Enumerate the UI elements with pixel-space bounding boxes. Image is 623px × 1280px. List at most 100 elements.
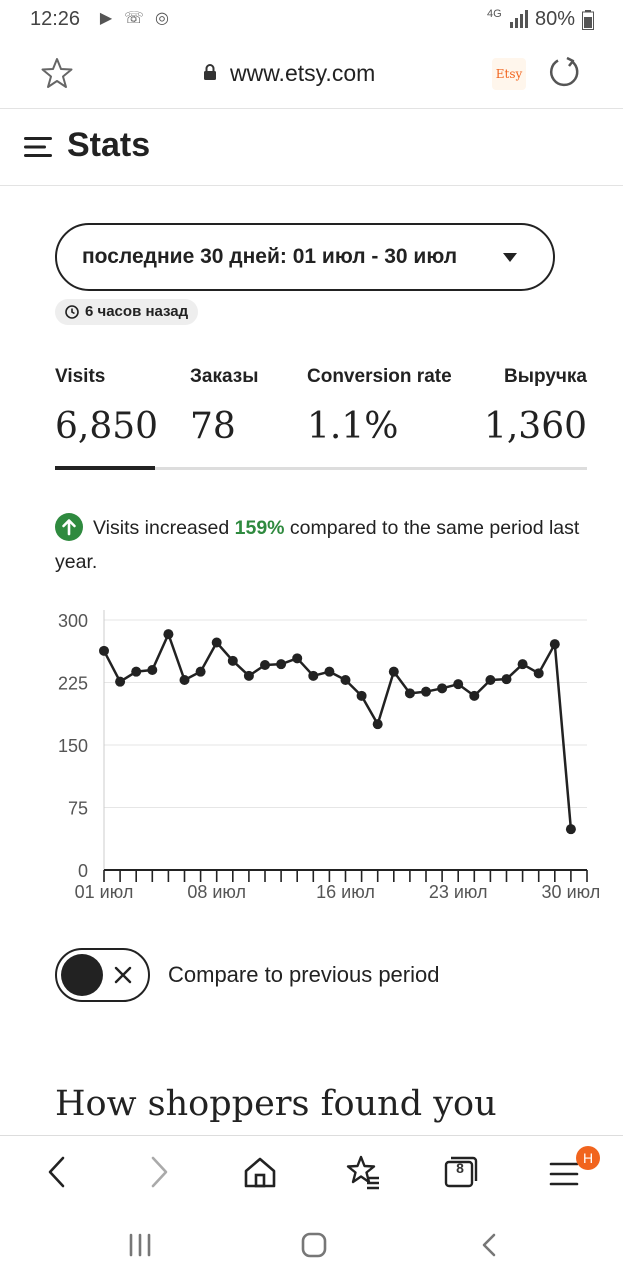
data-point <box>163 629 174 640</box>
clock-icon <box>65 305 79 319</box>
back-system-icon[interactable] <box>478 1232 500 1258</box>
data-point <box>388 666 399 677</box>
data-point <box>147 665 158 675</box>
home-button[interactable] <box>220 1136 300 1211</box>
x-tick-label: 30 июл <box>542 882 601 902</box>
browser-bottom-nav: 8 H <box>0 1135 623 1211</box>
data-point <box>453 679 464 690</box>
compare-label: Compare to previous period <box>168 962 440 987</box>
data-point <box>565 824 576 835</box>
insight-prefix: Visits increased <box>93 517 235 539</box>
tab-revenue-value[interactable]: 1,360 <box>483 406 587 447</box>
data-point <box>195 666 206 677</box>
tab-orders-label[interactable]: Заказы <box>190 366 259 387</box>
x-tick-label: 01 июл <box>75 882 134 902</box>
tabs-track <box>55 467 587 470</box>
reload-icon[interactable] <box>546 55 582 91</box>
notification-icon: ◎ <box>155 10 169 27</box>
data-point <box>501 674 512 685</box>
lock-icon <box>204 64 216 80</box>
insight-percent: 159% <box>234 517 285 539</box>
data-point <box>276 659 287 670</box>
x-tick-label: 08 июл <box>187 882 246 902</box>
data-point <box>340 675 351 685</box>
network-type: 4G <box>487 8 502 20</box>
status-time: 12:26 <box>30 8 81 30</box>
tab-conversion-value[interactable]: 1.1% <box>307 406 399 447</box>
data-point <box>549 639 560 650</box>
back-button[interactable] <box>18 1136 98 1211</box>
data-point <box>211 637 222 648</box>
tabs-count: 8 <box>456 1160 464 1176</box>
data-point <box>243 670 254 681</box>
data-point <box>99 645 109 656</box>
date-range-select[interactable]: последние 30 дней: 01 июл - 30 июл <box>55 223 555 291</box>
bookmarks-button[interactable] <box>323 1136 403 1211</box>
data-point <box>356 690 367 701</box>
battery-level: 80% <box>535 8 576 30</box>
compare-toggle[interactable] <box>55 948 150 1002</box>
tabs-button[interactable]: 8 <box>420 1136 500 1211</box>
data-point <box>404 688 415 699</box>
data-point <box>372 719 383 730</box>
data-point <box>179 675 190 685</box>
series-line <box>102 632 573 830</box>
data-point <box>131 666 142 677</box>
tab-visits-label[interactable]: Visits <box>55 366 106 387</box>
toggle-knob <box>61 954 103 996</box>
data-point <box>421 686 431 697</box>
data-point <box>115 676 126 687</box>
browser-menu-button[interactable]: H <box>524 1136 604 1211</box>
last-updated-badge: 6 часов назад <box>55 299 199 325</box>
y-tick-label: 225 <box>58 674 88 694</box>
data-point <box>227 655 238 666</box>
status-bar: 12:26 ▶ ☏ ◎ 4G 80% <box>0 0 623 40</box>
battery-icon <box>582 10 594 30</box>
tab-revenue-label[interactable]: Выручка <box>504 366 587 387</box>
system-nav-bar <box>0 1210 623 1280</box>
section-heading: How shoppers found you <box>55 1084 497 1124</box>
signal-icon <box>510 10 528 28</box>
menu-badge: H <box>576 1146 600 1170</box>
data-point <box>437 683 448 694</box>
tabs-icon <box>444 1156 478 1188</box>
y-tick-label: 150 <box>58 736 88 756</box>
data-point <box>324 666 335 677</box>
browser-address-bar: www.etsy.com Etsy <box>0 40 623 109</box>
play-store-icon: ▶ <box>99 10 113 27</box>
recent-apps-icon[interactable] <box>127 1233 153 1257</box>
data-point <box>517 659 528 670</box>
visits-insight: Visits increased 159% compared to the sa… <box>55 511 595 579</box>
chevron-right-icon <box>151 1156 168 1188</box>
viber-icon: ☏ <box>124 10 145 27</box>
page-header: Stats <box>0 108 623 186</box>
close-icon <box>114 966 132 984</box>
home-icon <box>244 1157 276 1188</box>
menu-icon <box>549 1162 579 1186</box>
etsy-favicon[interactable]: Etsy <box>492 58 526 90</box>
bookmarks-star-icon <box>346 1155 379 1190</box>
tab-visits-value[interactable]: 6,850 <box>55 406 159 447</box>
y-tick-label: 75 <box>68 799 88 819</box>
tab-orders-value[interactable]: 78 <box>190 406 236 447</box>
data-point <box>533 668 544 679</box>
y-tick-label: 300 <box>58 611 88 631</box>
url-text[interactable]: www.etsy.com <box>230 60 376 86</box>
date-range-label: последние 30 дней: 01 июл - 30 июл <box>82 245 458 268</box>
data-point <box>469 690 480 701</box>
data-point <box>260 660 270 670</box>
bookmark-star-icon[interactable] <box>40 56 74 90</box>
x-tick-label: 23 июл <box>429 882 488 902</box>
forward-button[interactable] <box>118 1136 198 1211</box>
last-updated-text: 6 часов назад <box>85 303 189 320</box>
chevron-left-icon <box>48 1156 65 1188</box>
data-point <box>308 670 319 681</box>
data-point <box>292 653 303 664</box>
chevron-down-icon <box>503 253 517 262</box>
home-system-icon[interactable] <box>300 1231 328 1259</box>
hamburger-menu-icon[interactable] <box>24 136 52 158</box>
visits-line-chart: 0 75 150 225 300 01 июл 08 июл 16 июл 23 июл 30 и… <box>58 610 601 902</box>
insight-suffix: compared to the same period last year. <box>55 517 580 573</box>
tab-conversion-label[interactable]: Conversion rate <box>307 366 452 387</box>
page-title: Stats <box>67 126 151 164</box>
